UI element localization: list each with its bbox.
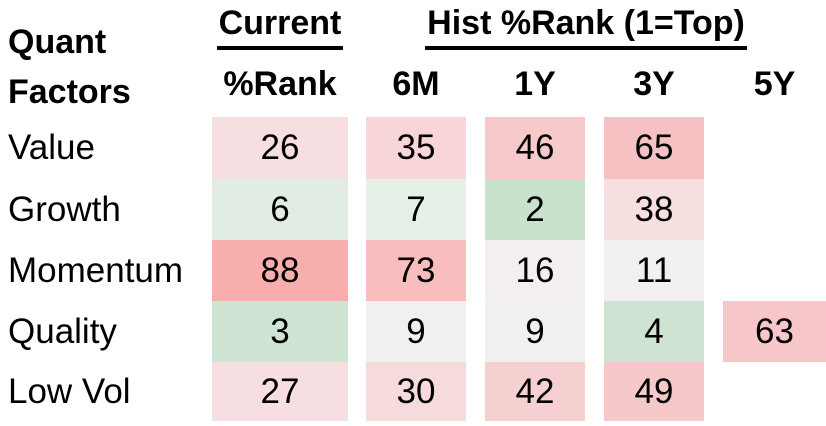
cell-momentum-1y: 16 bbox=[485, 240, 585, 301]
column-header-5y: 5Y bbox=[753, 65, 796, 103]
row-label-lowvol: Low Vol bbox=[8, 372, 131, 411]
row-label-growth: Growth bbox=[8, 190, 121, 229]
cell-lowvol-1y: 42 bbox=[485, 362, 585, 421]
cell-growth-current: 6 bbox=[212, 179, 348, 240]
cell-value-3y: 65 bbox=[604, 117, 704, 179]
cell-growth-3y: 38 bbox=[604, 179, 704, 240]
row-label-value: Value bbox=[8, 128, 95, 167]
cell-growth-6m: 7 bbox=[366, 179, 466, 240]
cell-lowvol-current: 27 bbox=[212, 362, 348, 421]
cell-quality-5y: 63 bbox=[723, 301, 826, 362]
cell-lowvol-3y: 49 bbox=[604, 362, 704, 421]
cell-quality-current: 3 bbox=[212, 301, 348, 362]
table-title: Quant Factors bbox=[8, 17, 131, 117]
table-title-line2: Factors bbox=[8, 73, 131, 111]
column-group-current: Current bbox=[204, 3, 356, 50]
column-group-current-label: Current bbox=[216, 3, 344, 50]
column-group-hist: Hist %Rank (1=Top) bbox=[366, 3, 806, 50]
column-header-6m: 6M bbox=[392, 65, 440, 103]
cell-momentum-6m: 73 bbox=[366, 240, 466, 301]
cell-quality-1y: 9 bbox=[485, 301, 585, 362]
row-label-quality: Quality bbox=[8, 312, 117, 351]
cell-value-1y: 46 bbox=[485, 117, 585, 179]
column-header-1y: 1Y bbox=[514, 65, 556, 103]
cell-quality-3y: 4 bbox=[604, 301, 704, 362]
cell-value-6m: 35 bbox=[366, 117, 466, 179]
cell-momentum-current: 88 bbox=[212, 240, 348, 301]
table-title-line1: Quant bbox=[8, 23, 107, 61]
row-label-momentum: Momentum bbox=[8, 251, 184, 290]
column-header-3y: 3Y bbox=[633, 65, 675, 103]
cell-growth-1y: 2 bbox=[485, 179, 585, 240]
cell-value-current: 26 bbox=[212, 117, 348, 179]
cell-momentum-3y: 11 bbox=[604, 240, 704, 301]
column-header-current-rank: %Rank bbox=[223, 65, 337, 103]
column-group-hist-label: Hist %Rank (1=Top) bbox=[425, 3, 747, 50]
cell-lowvol-6m: 30 bbox=[366, 362, 466, 421]
cell-quality-6m: 9 bbox=[366, 301, 466, 362]
